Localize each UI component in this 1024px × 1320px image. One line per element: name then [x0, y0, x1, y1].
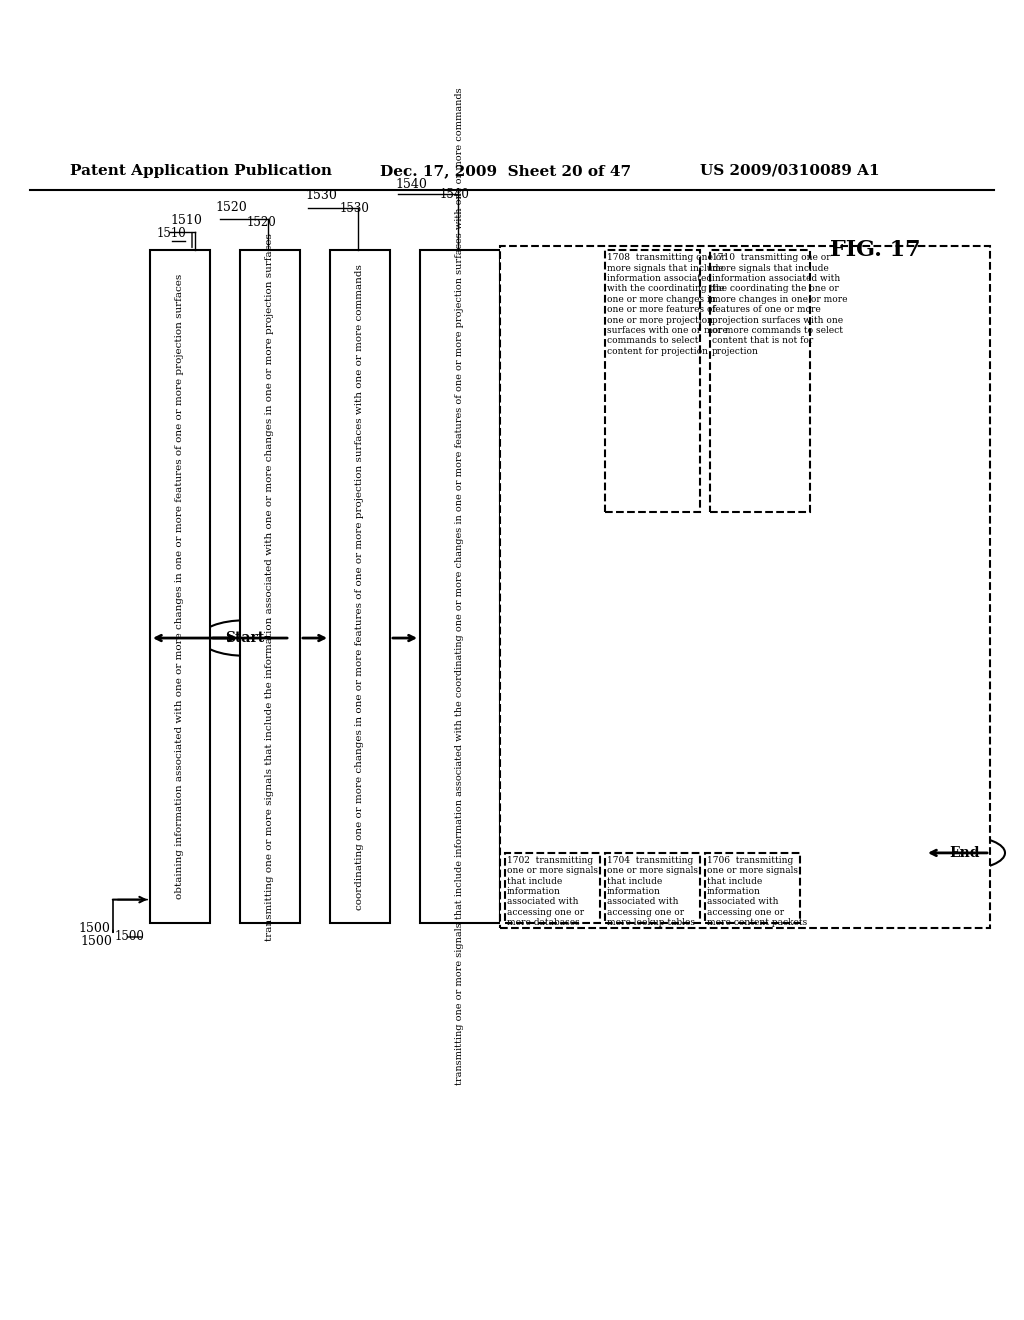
Text: 1704  transmitting
one or more signals
that include
information
associated with
: 1704 transmitting one or more signals th…: [607, 855, 698, 927]
Text: 1500: 1500: [78, 923, 110, 936]
Text: obtaining information associated with one or more changes in one or more feature: obtaining information associated with on…: [175, 275, 184, 899]
Bar: [420, 251, 500, 923]
Text: 1520: 1520: [247, 216, 276, 228]
Text: 1540: 1540: [440, 187, 470, 201]
Text: 1706  transmitting
one or more signals
that include
information
associated with
: 1706 transmitting one or more signals th…: [707, 855, 807, 927]
Text: FIG. 17: FIG. 17: [830, 239, 921, 261]
Bar: [500, 246, 990, 928]
Ellipse shape: [925, 837, 1005, 870]
Bar: [240, 251, 300, 923]
Text: US 2009/0310089 A1: US 2009/0310089 A1: [700, 164, 880, 178]
Bar: [605, 251, 700, 512]
Text: transmitting one or more signals that include information associated with the co: transmitting one or more signals that in…: [456, 88, 465, 1085]
Text: 1510: 1510: [157, 227, 186, 240]
Text: Patent Application Publication: Patent Application Publication: [70, 164, 332, 178]
Text: 1540: 1540: [395, 178, 427, 191]
Text: Dec. 17, 2009  Sheet 20 of 47: Dec. 17, 2009 Sheet 20 of 47: [380, 164, 631, 178]
Bar: [330, 251, 390, 923]
Text: 1702  transmitting
one or more signals
that include
information
associated with
: 1702 transmitting one or more signals th…: [507, 855, 598, 927]
Ellipse shape: [200, 620, 290, 656]
Text: 1520: 1520: [215, 201, 247, 214]
Text: End: End: [949, 846, 980, 859]
Bar: [710, 251, 810, 512]
Bar: [150, 251, 210, 923]
Text: 1530: 1530: [340, 202, 370, 215]
Text: coordinating one or more changes in one or more features of one or more projecti: coordinating one or more changes in one …: [355, 264, 365, 909]
Text: 1710  transmitting one or
more signals that include
information associated with
: 1710 transmitting one or more signals th…: [712, 253, 848, 356]
Text: 1530: 1530: [305, 189, 337, 202]
Text: 1500: 1500: [115, 931, 145, 944]
Text: 1708  transmitting one or
more signals that include
information associated
with : 1708 transmitting one or more signals th…: [607, 253, 728, 356]
Text: 1510: 1510: [170, 214, 202, 227]
Text: transmitting one or more signals that include the information associated with on: transmitting one or more signals that in…: [265, 232, 274, 941]
Bar: [605, 853, 700, 923]
Text: 1500: 1500: [80, 935, 112, 948]
Bar: [505, 853, 600, 923]
Bar: [705, 853, 800, 923]
Text: Start: Start: [225, 631, 264, 645]
